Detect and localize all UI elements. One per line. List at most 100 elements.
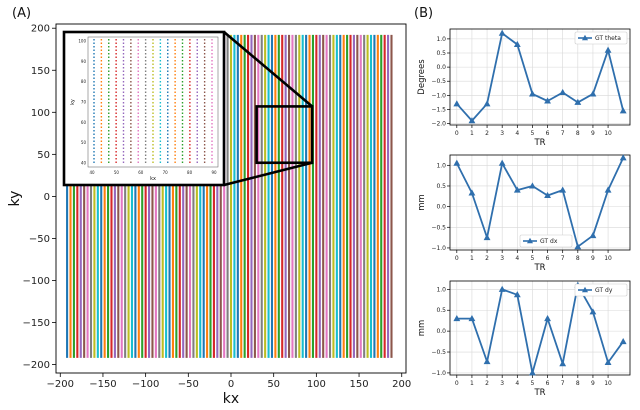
series-line	[456, 32, 625, 122]
data-point	[498, 285, 506, 292]
data-point	[453, 315, 461, 322]
panel-label-b: (B)	[414, 6, 433, 21]
data-point	[559, 186, 567, 193]
inset-y-tick-label: 40	[81, 161, 87, 166]
inset-axes	[87, 36, 219, 168]
data-point	[453, 159, 461, 166]
y-tick-label: −0.5	[431, 349, 446, 356]
y-tick-label: −1.0	[431, 245, 446, 252]
data-point	[544, 315, 551, 322]
y-tick-label: 50	[37, 150, 50, 161]
x-axis-label: kx	[223, 391, 239, 407]
y-tick-label: −1.0	[431, 370, 446, 377]
y-tick-label: 0.0	[436, 64, 446, 71]
x-tick-label: 100	[307, 379, 326, 390]
data-point	[453, 100, 461, 107]
x-tick-label: 5	[531, 255, 535, 262]
data-point	[498, 159, 506, 166]
data-point	[513, 291, 521, 298]
data-point	[498, 29, 506, 36]
inset-y-tick-label: 80	[81, 79, 87, 84]
y-tick-label: 0.5	[436, 183, 446, 190]
legend-label: GT dx	[540, 238, 558, 245]
data-point	[604, 186, 612, 193]
y-tick-label: −0.5	[431, 224, 446, 231]
data-point	[468, 117, 476, 124]
x-tick-label: −100	[132, 379, 159, 390]
x-tick-label: −150	[89, 379, 116, 390]
panel-label-a: (A)	[12, 6, 31, 21]
x-tick-label: 6	[546, 255, 550, 262]
legend-label: GT dy	[595, 287, 613, 294]
x-tick-label: 3	[500, 380, 504, 387]
y-tick-label: 1.0	[436, 162, 446, 169]
data-point	[529, 182, 536, 189]
x-tick-label: 4	[515, 255, 519, 262]
inset-y-tick-label: 70	[81, 100, 87, 105]
y-axis-label: Degrees	[417, 59, 427, 95]
x-tick-label: 6	[546, 130, 550, 137]
inset-x-tick-label: 40	[89, 170, 95, 175]
data-point	[529, 90, 536, 97]
zoom-connector	[223, 31, 313, 108]
inset-y-axis-label: ky	[70, 99, 76, 105]
y-tick-label: −200	[23, 360, 50, 371]
inset-x-axis-label: kx	[150, 176, 156, 182]
x-tick-label: 2	[485, 255, 489, 262]
data-point	[483, 358, 491, 365]
data-point	[619, 107, 627, 114]
y-tick-label: 0.0	[436, 328, 446, 335]
x-tick-label: 3	[500, 130, 504, 137]
x-tick-label: 8	[576, 255, 580, 262]
data-point	[544, 97, 551, 104]
data-point	[604, 358, 612, 365]
legend-box	[574, 31, 628, 45]
y-axis-label: mm	[417, 194, 427, 211]
y-tick-label: 0.0	[436, 204, 446, 211]
y-tick-label: 0.5	[436, 307, 446, 314]
y-tick-label: 0	[44, 192, 50, 203]
x-tick-label: 9	[591, 130, 595, 137]
data-point	[559, 88, 567, 96]
x-tick-label: 0	[455, 255, 459, 262]
legend-box	[574, 283, 628, 297]
y-tick-label: −1.5	[431, 106, 446, 113]
inset-y-tick-label: 50	[81, 140, 87, 145]
inset-y-tick-label: 60	[81, 120, 87, 125]
x-tick-label: 150	[350, 379, 369, 390]
data-point	[574, 243, 582, 250]
inset-y-tick-label: 90	[81, 59, 87, 64]
data-point	[483, 234, 491, 241]
x-tick-label: 0	[228, 379, 234, 390]
y-tick-label: 200	[31, 24, 50, 35]
y-tick-label: −150	[23, 318, 50, 329]
inset-x-tick-label: 70	[163, 170, 169, 175]
legend-marker	[526, 237, 534, 244]
data-point	[574, 98, 582, 105]
y-tick-label: 100	[31, 108, 50, 119]
x-tick-label: 50	[267, 379, 280, 390]
zoom-connector	[223, 161, 313, 187]
inset-x-tick-label: 80	[187, 170, 193, 175]
series-line	[456, 157, 625, 248]
x-tick-label: 7	[561, 130, 565, 137]
motion-plots: 0 1 2 3 4 5 6 7 8 9 10 −2.0 −1.5 −1.0 −0.5 0.0 0.5 1.0 TR D…	[417, 28, 631, 398]
x-axis-label: TR	[533, 138, 545, 148]
data-point	[544, 191, 551, 198]
x-tick-label: 4	[515, 380, 519, 387]
y-tick-label: −2.0	[431, 121, 446, 128]
inset-x-tick-label: 50	[114, 170, 120, 175]
x-tick-label: 0	[455, 130, 459, 137]
x-tick-label: 5	[531, 380, 535, 387]
x-tick-label: 10	[604, 380, 612, 387]
data-point	[589, 90, 597, 97]
x-tick-label: 8	[576, 380, 580, 387]
x-axis-label: TR	[533, 263, 545, 273]
x-tick-label: 1	[470, 130, 474, 137]
legend-label: GT theta	[595, 35, 621, 42]
x-tick-label: 7	[561, 255, 565, 262]
x-tick-label: 9	[591, 255, 595, 262]
data-point	[513, 186, 521, 193]
data-point	[483, 100, 491, 107]
x-tick-label: 10	[604, 130, 612, 137]
